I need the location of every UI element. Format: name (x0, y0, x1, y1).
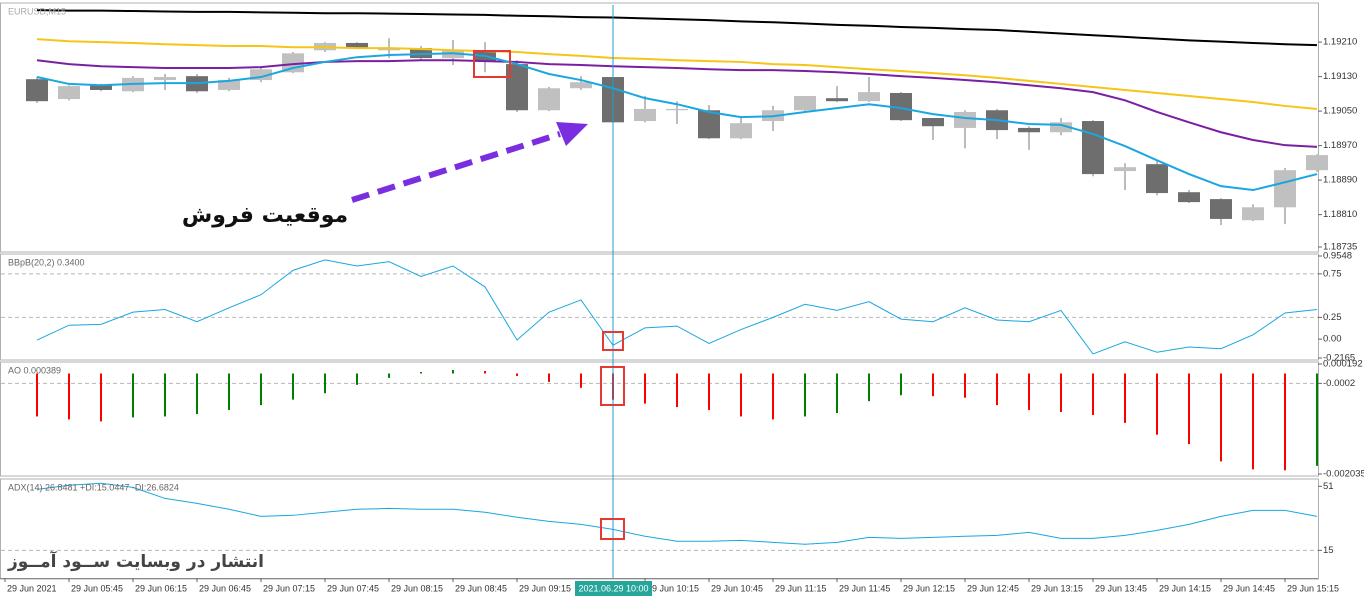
y-tick-label: 1.19130 (1323, 71, 1357, 82)
candle-body (666, 108, 688, 111)
arrow-head (556, 122, 588, 146)
candle-body (378, 48, 400, 51)
time-label: 29 Jun 13:15 (1031, 583, 1083, 593)
time-label: 29 Jun 06:15 (135, 583, 187, 593)
annotation: موقعیت فروش (182, 203, 348, 228)
candle-body (1082, 121, 1104, 175)
pane-title: AO 0.000389 (8, 365, 61, 375)
candle-body (218, 80, 240, 90)
cursor-label: 2021.06.29 10:00 (578, 583, 648, 593)
candle-body (1050, 122, 1072, 133)
candle-body (90, 85, 112, 90)
arrow-shaft (351, 131, 561, 203)
moving-average (36, 52, 1318, 192)
time-label: 29 Jun 06:45 (199, 583, 251, 593)
highlight-box (602, 331, 624, 351)
y-tick-label: -0.2165 (1323, 353, 1355, 364)
time-label: 29 Jun 13:45 (1095, 583, 1147, 593)
y-tick-label: 1.19210 (1323, 37, 1357, 48)
moving-average (36, 9, 1318, 47)
candle-body (410, 48, 432, 59)
time-label: 29 Jun 2021 (7, 583, 57, 593)
candle-body (922, 118, 944, 127)
y-tick-label: 0.000192 (1323, 359, 1363, 370)
y-tick-label: -0.0002 (1323, 378, 1355, 389)
y-tick-label: 1.18890 (1323, 175, 1357, 186)
candle-body (826, 98, 848, 102)
time-label: 29 Jun 09:15 (519, 583, 571, 593)
candle-body (730, 123, 752, 139)
time-label: 29 Jun 05:45 (71, 583, 123, 593)
time-label: 29 Jun 12:15 (903, 583, 955, 593)
moving-average (36, 38, 1318, 110)
candle-body (954, 111, 976, 128)
y-tick-label: 0.9548 (1323, 251, 1352, 262)
time-label: 29 Jun 15:15 (1287, 583, 1339, 593)
pane-frame (0, 253, 1319, 361)
candle-body (570, 82, 592, 89)
moving-average (36, 59, 1318, 148)
pane-frame (0, 2, 1319, 253)
candle-body (1306, 155, 1328, 171)
y-tick-label: 0.75 (1323, 268, 1342, 279)
y-tick-label: 0.00 (1323, 334, 1342, 345)
highlight-boxes (473, 50, 625, 540)
time-label: 29 Jun 08:45 (455, 583, 507, 593)
time-label: 29 Jun 14:45 (1223, 583, 1275, 593)
candle-body (250, 69, 272, 81)
candle-body (346, 42, 368, 49)
time-label: 29 Jun 12:45 (967, 583, 1019, 593)
cursor-label-bg (575, 581, 652, 596)
candle-body (698, 110, 720, 139)
indicator-line (36, 482, 1318, 545)
time-label: 29 Jun 07:45 (327, 583, 379, 593)
symbol-label: EURUSD,M15 (8, 6, 66, 16)
y-tick-label: 51 (1323, 481, 1334, 492)
y-tick-label: 1.19050 (1323, 106, 1357, 117)
candle-body (538, 88, 560, 111)
candle-body (1114, 167, 1136, 172)
candle-body (858, 92, 880, 102)
candle-body (1018, 127, 1040, 133)
time-label: 29 Jun 14:15 (1159, 583, 1211, 593)
y-tick-label: -0.002035 (1323, 469, 1364, 480)
time-label: 29 Jun 11:45 (839, 583, 890, 593)
y-tick-label: 1.18810 (1323, 209, 1357, 220)
candle-body (1178, 192, 1200, 203)
indicator-line (36, 259, 1318, 355)
candle-body (1210, 199, 1232, 219)
y-tick-label: 0.25 (1323, 312, 1342, 323)
sell-arrow (351, 122, 588, 203)
highlight-box (473, 50, 511, 78)
highlight-box (600, 518, 625, 540)
highlight-box (600, 366, 625, 406)
y-tick-label: 1.18970 (1323, 140, 1357, 151)
pane-title: ADX(14) 26.8481 +DI:15.0447 -DI:26.6824 (8, 482, 179, 492)
time-label: 29 Jun 07:15 (263, 583, 315, 593)
time-label: 29 Jun 08:15 (391, 583, 443, 593)
pane-frame (0, 361, 1319, 477)
pane-title: BBpB(20,2) 0.3400 (8, 257, 85, 267)
candle-body (26, 79, 48, 102)
candle-body (58, 86, 80, 100)
y-tick-label: 15 (1323, 545, 1334, 556)
candle-body (1274, 170, 1296, 208)
candle-body (506, 64, 528, 111)
candle-body (890, 92, 912, 121)
time-label: 29 Jun 10:15 (647, 583, 699, 593)
candle-body (154, 77, 176, 81)
candle-body (1146, 164, 1168, 194)
time-label: 29 Jun 11:15 (775, 583, 826, 593)
y-tick-label: 1.18735 (1323, 241, 1357, 252)
candle-body (1242, 207, 1264, 221)
candle-body (634, 108, 656, 122)
time-label: 29 Jun 10:45 (711, 583, 763, 593)
candle-body (794, 96, 816, 111)
watermark: انتشار در وبسایت ســود آمــوز (7, 550, 264, 572)
